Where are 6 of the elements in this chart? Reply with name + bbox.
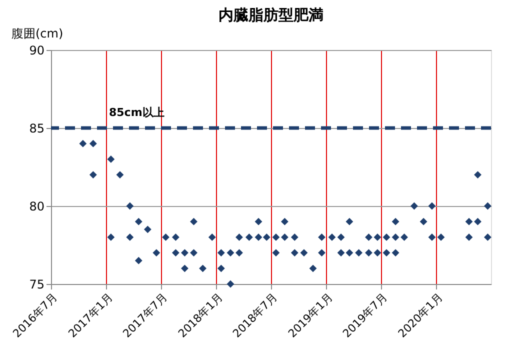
y-tick-label: 85	[29, 122, 44, 136]
y-tick-label: 75	[29, 278, 44, 292]
y-axis-title: 腹囲(cm)	[12, 26, 64, 40]
chart-title: 内臓脂肪型肥満	[218, 6, 324, 24]
y-tick-label: 90	[29, 44, 44, 58]
y-tick-label: 80	[29, 200, 44, 214]
